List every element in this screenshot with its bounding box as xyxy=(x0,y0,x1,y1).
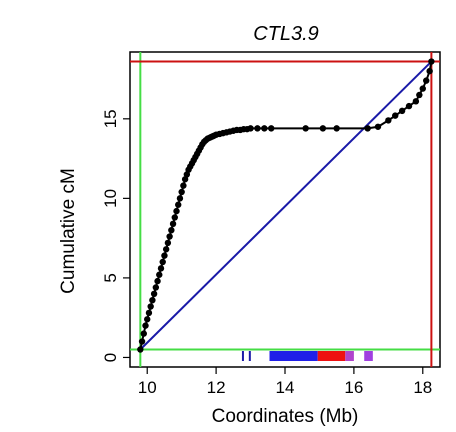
rug-segment-3 xyxy=(317,351,346,361)
data-point xyxy=(145,309,153,317)
x-tick-label: 16 xyxy=(344,378,363,397)
chart-title: CTL3.9 xyxy=(253,23,319,45)
data-point xyxy=(405,102,413,110)
data-point xyxy=(149,296,156,304)
x-axis-label: Coordinates (Mb) xyxy=(212,406,359,427)
data-point xyxy=(428,58,435,65)
data-point xyxy=(176,195,184,202)
data-point xyxy=(159,258,166,266)
data-point xyxy=(156,271,163,278)
rug-segment-4 xyxy=(345,351,354,361)
data-point xyxy=(147,303,154,310)
rug-segment-5 xyxy=(364,351,373,361)
data-point xyxy=(178,188,185,196)
data-point xyxy=(247,125,254,132)
data-point xyxy=(416,91,423,99)
y-tick-label: 10 xyxy=(101,189,120,208)
data-point xyxy=(138,338,146,345)
x-tick-label: 12 xyxy=(207,378,226,397)
y-axis: 0 5 10 15 xyxy=(101,109,130,362)
data-point xyxy=(144,316,151,323)
y-tick-label: 15 xyxy=(101,109,120,128)
rug-segment-2 xyxy=(269,351,318,361)
data-point xyxy=(169,220,177,228)
data-point xyxy=(268,125,275,132)
x-tick-label: 14 xyxy=(276,378,295,397)
x-axis: 10 12 14 16 18 xyxy=(138,367,432,397)
x-tick-label: 18 xyxy=(413,378,432,397)
data-point xyxy=(254,125,261,132)
reference-lines xyxy=(130,52,440,367)
data-point xyxy=(140,330,147,337)
data-point xyxy=(157,265,165,272)
data-point xyxy=(302,125,309,132)
data-point xyxy=(412,98,420,105)
data-point xyxy=(173,207,180,215)
data-point xyxy=(168,226,175,234)
y-tick-label: 5 xyxy=(101,273,120,282)
data-point xyxy=(398,107,406,115)
data-point xyxy=(166,233,173,240)
rug-segment-0 xyxy=(241,351,244,361)
data-point xyxy=(423,77,430,84)
data-point xyxy=(364,125,371,132)
data-point xyxy=(175,201,182,208)
data-point xyxy=(261,125,268,132)
rug-segment-1 xyxy=(248,351,251,361)
diagonal-line xyxy=(139,60,433,351)
data-point xyxy=(180,182,187,189)
data-point xyxy=(385,117,392,124)
y-tick-label: 0 xyxy=(101,353,120,362)
data-point xyxy=(419,85,426,92)
data-point xyxy=(333,125,340,132)
data-point xyxy=(154,277,161,285)
data-point xyxy=(171,214,178,221)
data-point xyxy=(150,290,158,298)
data-point xyxy=(319,125,327,132)
x-tick-label: 10 xyxy=(138,378,157,397)
data-point xyxy=(142,322,149,329)
data-series xyxy=(137,58,435,353)
data-point xyxy=(137,346,144,353)
data-point xyxy=(374,123,382,130)
data-point xyxy=(164,239,172,247)
data-point xyxy=(152,284,160,291)
data-point xyxy=(426,67,433,75)
data-point xyxy=(161,252,168,259)
data-point xyxy=(162,246,170,253)
rug xyxy=(241,351,373,361)
data-point xyxy=(392,112,399,119)
y-axis-label: Cumulative cM xyxy=(58,168,79,294)
